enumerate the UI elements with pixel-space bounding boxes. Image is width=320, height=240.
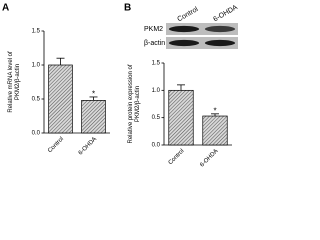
y-axis-title-line: Relative mRNA level of <box>8 51 14 113</box>
y-tick-label: 0.0 <box>32 131 41 137</box>
y-tick-label: 1.0 <box>32 63 41 69</box>
blot-row-label: PKM2 <box>144 26 163 33</box>
significance: * <box>92 90 95 99</box>
blot-band <box>168 25 200 33</box>
x-tick-label: Control <box>47 136 65 154</box>
blot-band <box>204 25 236 33</box>
blot-band <box>204 39 236 47</box>
y-tick-label: 0.5 <box>32 97 41 103</box>
bar <box>202 115 228 146</box>
blot-row-label: β-actin <box>144 40 165 47</box>
blot-lane-label: Control <box>176 6 199 24</box>
y-tick-label: 1.0 <box>152 88 161 94</box>
y-tick-label: 0.0 <box>152 143 161 149</box>
bar <box>81 100 106 134</box>
y-axis-title-line: PKM2/β-actin <box>135 86 141 122</box>
x-tick-label: 6-OHDA <box>78 136 98 156</box>
y-tick-label: 0.5 <box>152 115 161 121</box>
x-tick-label: 6-OHDA <box>199 148 219 168</box>
y-axis-title: Relative protein expression of PKM2/β-act… <box>128 64 141 143</box>
bar <box>48 64 73 134</box>
y-axis-title: Relative mRNA level of PKM2/β-actin <box>8 51 21 113</box>
significance: * <box>213 106 216 115</box>
blot-band <box>168 39 200 47</box>
blot-lane-label: 6-OHDA <box>212 4 239 23</box>
panel-label: B <box>124 3 131 14</box>
bar <box>168 89 194 146</box>
y-tick-label: 1.5 <box>152 61 161 67</box>
y-axis-title-line: PKM2/β-actin <box>15 64 21 100</box>
x-tick-label: Control <box>168 148 186 166</box>
panel-label: A <box>2 3 9 14</box>
y-tick-label: 1.5 <box>32 29 41 35</box>
y-axis-title-line: Relative protein expression of <box>128 64 134 143</box>
